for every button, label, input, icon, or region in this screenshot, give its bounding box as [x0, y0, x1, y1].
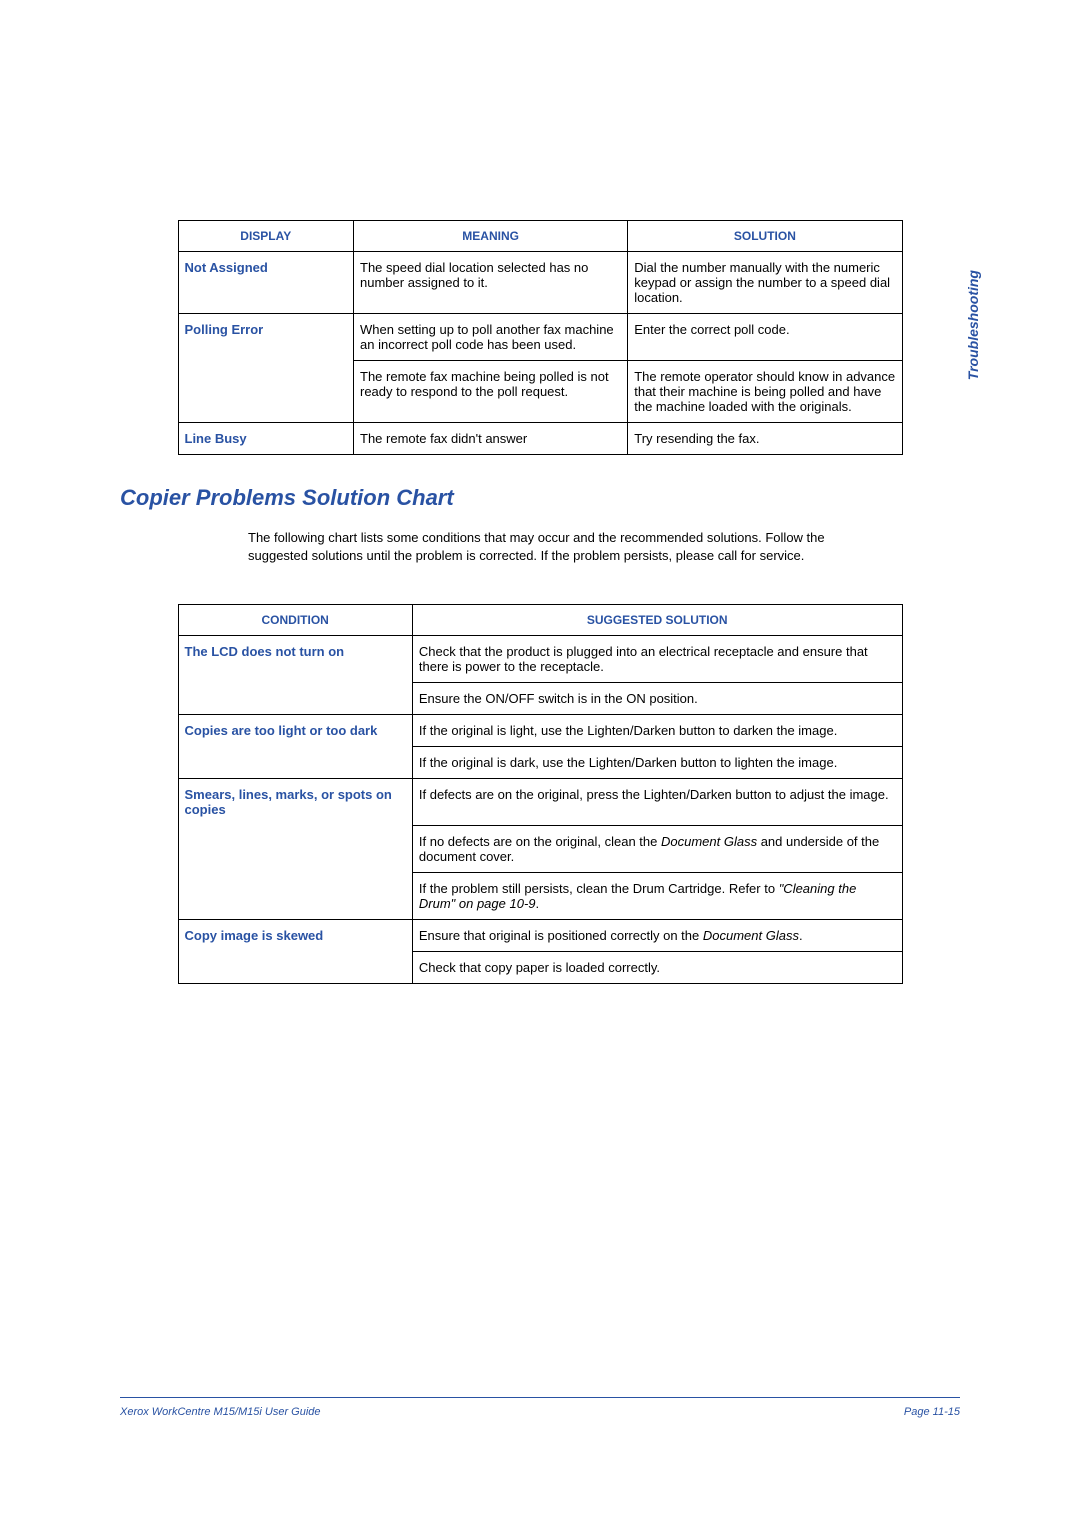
- table-row: If no defects are on the original, clean…: [178, 825, 902, 872]
- table-row: Copies are too light or too dark If the …: [178, 715, 902, 747]
- row-label: Line Busy: [178, 423, 354, 455]
- doc-glass-ref: Document Glass: [703, 928, 799, 943]
- row-condition: The LCD does not turn on: [178, 636, 412, 683]
- row-solution: Ensure the ON/OFF switch is in the ON po…: [412, 683, 902, 715]
- table-row: The LCD does not turn on Check that the …: [178, 636, 902, 683]
- row-label: Not Assigned: [178, 252, 354, 314]
- row-label: Polling Error: [178, 314, 354, 361]
- table-header-row: CONDITION SUGGESTED SOLUTION: [178, 605, 902, 636]
- page-footer: Xerox WorkCentre M15/M15i User Guide Pag…: [120, 1397, 960, 1418]
- row-solution: Dial the number manually with the numeri…: [628, 252, 902, 314]
- row-condition: Copy image is skewed: [178, 919, 412, 951]
- row-condition-cont: [178, 825, 412, 872]
- row-condition-cont: [178, 747, 412, 779]
- table-row: Polling Error When setting up to poll an…: [178, 314, 902, 361]
- copier-problems-table: CONDITION SUGGESTED SOLUTION The LCD doe…: [178, 604, 903, 984]
- row-condition-cont: [178, 951, 412, 983]
- row-solution: Ensure that original is positioned corre…: [412, 919, 902, 951]
- col-meaning: MEANING: [354, 221, 628, 252]
- col-solution: SOLUTION: [628, 221, 902, 252]
- fax-error-table: DISPLAY MEANING SOLUTION Not Assigned Th…: [178, 220, 903, 455]
- row-label: [178, 361, 354, 423]
- row-solution: If the problem still persists, clean the…: [412, 872, 902, 919]
- col-condition: CONDITION: [178, 605, 412, 636]
- table-row: Check that copy paper is loaded correctl…: [178, 951, 902, 983]
- footer-left: Xerox WorkCentre M15/M15i User Guide: [120, 1406, 321, 1418]
- col-suggested: SUGGESTED SOLUTION: [412, 605, 902, 636]
- row-condition: Smears, lines, marks, or spots on copies: [178, 779, 412, 826]
- row-condition-cont: [178, 683, 412, 715]
- table-row: Copy image is skewed Ensure that origina…: [178, 919, 902, 951]
- section-title: Copier Problems Solution Chart: [120, 485, 960, 511]
- row-solution: If the original is light, use the Lighte…: [412, 715, 902, 747]
- row-solution: Enter the correct poll code.: [628, 314, 902, 361]
- table-row: If the original is dark, use the Lighten…: [178, 747, 902, 779]
- row-solution: The remote operator should know in advan…: [628, 361, 902, 423]
- footer-right: Page 11-15: [904, 1406, 960, 1418]
- row-solution: If the original is dark, use the Lighten…: [412, 747, 902, 779]
- row-solution: Check that copy paper is loaded correctl…: [412, 951, 902, 983]
- table-header-row: DISPLAY MEANING SOLUTION: [178, 221, 902, 252]
- intro-paragraph: The following chart lists some condition…: [248, 529, 843, 564]
- row-meaning: The remote fax machine being polled is n…: [354, 361, 628, 423]
- table-row: Ensure the ON/OFF switch is in the ON po…: [178, 683, 902, 715]
- row-solution: If no defects are on the original, clean…: [412, 825, 902, 872]
- row-solution: If defects are on the original, press th…: [412, 779, 902, 826]
- row-meaning: The remote fax didn't answer: [354, 423, 628, 455]
- table-row: The remote fax machine being polled is n…: [178, 361, 902, 423]
- row-condition-cont: [178, 872, 412, 919]
- table-row: Not Assigned The speed dial location sel…: [178, 252, 902, 314]
- row-meaning: When setting up to poll another fax mach…: [354, 314, 628, 361]
- row-solution: Try resending the fax.: [628, 423, 902, 455]
- side-section-label: Troubleshooting: [965, 270, 981, 380]
- table-row: Smears, lines, marks, or spots on copies…: [178, 779, 902, 826]
- row-solution: Check that the product is plugged into a…: [412, 636, 902, 683]
- row-meaning: The speed dial location selected has no …: [354, 252, 628, 314]
- row-condition: Copies are too light or too dark: [178, 715, 412, 747]
- table-row: Line Busy The remote fax didn't answer T…: [178, 423, 902, 455]
- doc-glass-ref: Document Glass: [661, 834, 757, 849]
- col-display: DISPLAY: [178, 221, 354, 252]
- table-row: If the problem still persists, clean the…: [178, 872, 902, 919]
